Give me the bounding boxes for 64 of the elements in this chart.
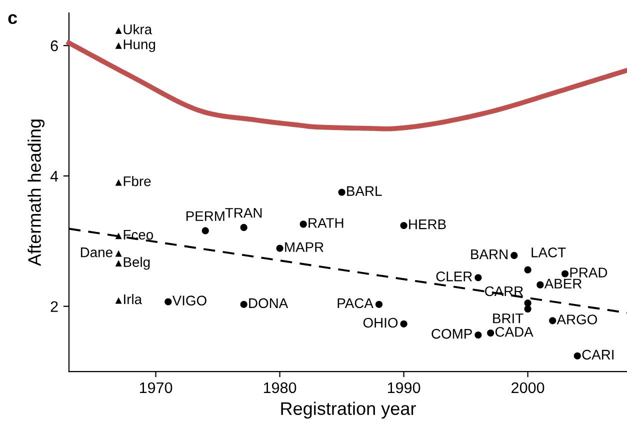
point: [400, 320, 408, 328]
point: [300, 220, 307, 228]
data-label: BRIT: [493, 314, 524, 324]
data-label: ARGO: [556, 314, 597, 324]
data-label: Dane: [80, 248, 112, 258]
point: [574, 352, 581, 360]
data-label: LACT: [532, 248, 566, 258]
data-label: Belg: [124, 256, 150, 270]
y-tick-label: 2: [50, 301, 58, 312]
point: [536, 281, 544, 288]
point: [474, 274, 482, 282]
x-tick-label: 1990: [388, 382, 420, 394]
data-label: VIGO: [172, 296, 206, 306]
data-label: HERB: [409, 220, 446, 230]
data-label: ABER: [544, 278, 582, 288]
point: [338, 188, 346, 196]
data-label: OHIO: [363, 318, 398, 328]
point: [115, 42, 122, 49]
point: [202, 227, 209, 234]
x-tick-label: 1980: [264, 382, 296, 394]
point: [510, 252, 518, 260]
data-label: PERM: [186, 211, 224, 221]
point: [115, 179, 122, 186]
y-tick-label: 6: [50, 40, 58, 52]
data-label: DONA: [249, 298, 288, 308]
data-label: COMP: [432, 328, 472, 339]
point: [400, 222, 408, 230]
point: [549, 317, 556, 324]
point: [115, 250, 122, 257]
point: [115, 260, 122, 267]
point: [115, 27, 122, 34]
data-label: Hung: [124, 40, 156, 52]
point: [115, 297, 122, 304]
point: [375, 300, 383, 308]
point: [561, 270, 569, 278]
data-label: PRAD: [570, 268, 608, 278]
data-label: CLER: [436, 272, 472, 282]
data-label: MAPR: [285, 242, 324, 252]
point: [276, 244, 284, 252]
x-tick-label: 1970: [140, 382, 172, 394]
data-label: TRAN: [225, 208, 262, 218]
data-label: RATH: [308, 218, 344, 228]
point: [474, 331, 482, 339]
x-axis-title: Registration year: [281, 402, 416, 419]
x-tick-label: 2000: [512, 382, 544, 394]
data-label: BARN: [471, 250, 508, 260]
data-label: BARL: [347, 186, 382, 196]
text: c: [8, 14, 18, 24]
point: [524, 305, 532, 312]
data-label: PACA: [338, 298, 374, 308]
point: [524, 300, 532, 307]
data-label: Irla: [124, 294, 142, 304]
point: [115, 232, 122, 240]
y-axis-title: Aftermath heading: [28, 120, 44, 266]
y-tick-label: 4: [50, 170, 58, 182]
point: [164, 298, 172, 306]
point: [240, 224, 248, 231]
data-label: Fbre: [124, 176, 151, 186]
point: [524, 266, 532, 274]
point: [487, 330, 494, 337]
data-label: Ukra: [124, 24, 152, 34]
data-label: CARI: [582, 350, 614, 360]
data-label: CADA: [495, 326, 534, 337]
point: [240, 300, 248, 308]
